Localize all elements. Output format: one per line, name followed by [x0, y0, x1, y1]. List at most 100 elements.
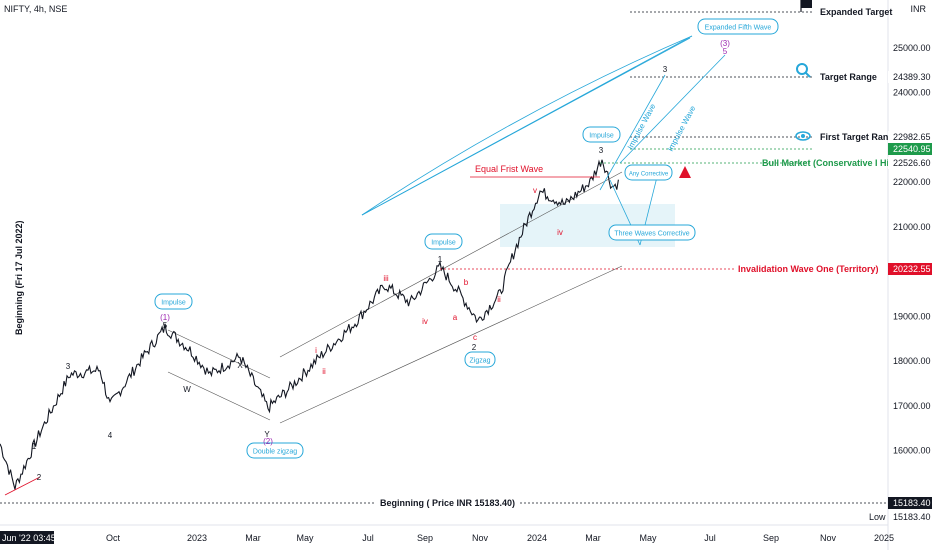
wave-label: 2	[37, 473, 42, 482]
wave-label: ii	[497, 295, 501, 304]
wave-label: 4	[108, 431, 113, 440]
time-badge	[0, 531, 54, 544]
price-level-value: 22540.95	[893, 144, 931, 154]
annotation-box	[154, 293, 193, 310]
price-level-value: 22982.65	[893, 132, 931, 142]
price-series-line	[0, 159, 619, 490]
price-level-label: First Target Range	[820, 132, 899, 142]
x-tick-label: Sep	[417, 533, 433, 543]
currency-label[interactable]: INR	[910, 4, 927, 14]
projection-curve	[361, 35, 693, 216]
wave-label: 3	[663, 65, 668, 74]
projection-line	[361, 37, 691, 216]
eye-icon	[795, 131, 811, 141]
beginning-label-bg	[376, 496, 518, 507]
checkered-flag-icon	[801, 0, 812, 8]
search-icon	[796, 63, 808, 75]
wave-label: 2	[472, 343, 477, 352]
wave-label: ii	[322, 367, 326, 376]
low-label: Low	[869, 512, 886, 522]
y-tick-label: 19000.00	[893, 311, 931, 321]
annotation-box	[464, 351, 496, 368]
annotation-box	[697, 18, 779, 35]
time-badge-label: Jun '22 03:45	[2, 533, 56, 543]
price-level-badge	[888, 71, 932, 83]
search-icon-handle	[804, 71, 811, 78]
price-level-badge	[888, 497, 932, 509]
price-level-label: Beginning ( Price INR 15183.40)	[380, 498, 515, 508]
low-price-value: 15183.40	[893, 512, 931, 522]
x-tick-label: Mar	[585, 533, 601, 543]
wave-label: i	[315, 346, 317, 355]
price-level-value: 24389.30	[893, 72, 931, 82]
projection-line	[599, 74, 666, 191]
x-tick-label: Jul	[362, 533, 374, 543]
channel-upper	[279, 171, 623, 358]
x-tick-label: Mar	[245, 533, 261, 543]
annotation-label: Double zigzag	[253, 449, 297, 456]
wave-label: 5	[163, 321, 168, 330]
wave-label: 1	[438, 255, 443, 264]
wave-label: iv	[557, 228, 563, 237]
eye-icon-pupil	[801, 134, 805, 138]
price-level-badge	[888, 143, 932, 155]
x-tick-label: 2023	[187, 533, 207, 543]
wave-label: 5	[723, 47, 728, 56]
wave-label: 3	[599, 146, 604, 155]
wave-label: W	[183, 385, 191, 394]
wave1-line	[4, 476, 41, 496]
x-tick-label: May	[639, 533, 657, 543]
chart-header: NIFTY, 4h, NSE	[4, 4, 68, 14]
x-tick-label: Oct	[106, 533, 121, 543]
wave-label: (2)	[263, 437, 273, 446]
x-tick-label: 2025	[874, 533, 894, 543]
wave-label: c	[473, 333, 477, 342]
annotation-label: Impulse	[431, 240, 456, 247]
y-tick-label: 24000.00	[893, 88, 931, 98]
wxy-channel-upper	[167, 329, 271, 379]
price-level-label: Invalidation Wave One (Territory)	[738, 264, 879, 274]
annotation-label: Three Waves Corrective	[614, 231, 689, 238]
price-level-badge	[888, 131, 932, 143]
x-tick-label: 2024	[527, 533, 547, 543]
wave-label: Y	[264, 430, 270, 439]
annotation-label: Impulse	[589, 133, 614, 140]
wave-label: iii	[383, 274, 389, 283]
y-tick-label: 22000.00	[893, 177, 931, 187]
left-axis-label: Beginning (Fri 17 Jul 2022)	[14, 220, 24, 335]
wave-label: iv	[422, 317, 428, 326]
warning-icon	[679, 166, 691, 178]
price-level-value: 20232.55	[893, 264, 931, 274]
price-level-label: Target Range	[820, 72, 877, 82]
annotation-box	[624, 164, 673, 181]
annotation-label: Expanded Fifth Wave	[705, 25, 772, 32]
wave-label: 3	[66, 362, 71, 371]
impulse-wave-label: Impulse Wave	[626, 102, 658, 151]
price-level-value: 15183.40	[893, 498, 931, 508]
y-tick-label: 17000.00	[893, 401, 931, 411]
price-level-label: Bull Market (Conservative I High	[762, 158, 900, 168]
wave-label: 1	[32, 442, 37, 451]
y-tick-label: 18000.00	[893, 356, 931, 366]
y-tick-label: 16000.00	[893, 445, 931, 455]
price-level-label: Expanded Target	[820, 7, 892, 17]
wave-label: a	[453, 313, 458, 322]
x-tick-label: May	[296, 533, 314, 543]
annotation-box	[424, 233, 463, 250]
price-level-badge	[888, 157, 932, 169]
x-tick-label: Nov	[820, 533, 837, 543]
annotation-box	[608, 224, 696, 241]
annotation-label: Impulse	[161, 300, 186, 307]
wave-label: b	[464, 278, 469, 287]
wave-label: X	[237, 361, 243, 370]
wave-label: (1)	[160, 313, 170, 322]
equal-wave-label: Equal Frist Wave	[475, 164, 543, 174]
projection-line	[619, 54, 726, 164]
annotation-label: Zigzag	[469, 358, 490, 365]
annotation-box	[246, 442, 304, 459]
wave-label: (3)	[720, 39, 730, 48]
wxy-channel-lower	[167, 371, 271, 421]
x-tick-label: Nov	[472, 533, 489, 543]
y-tick-label: 21000.00	[893, 222, 931, 232]
